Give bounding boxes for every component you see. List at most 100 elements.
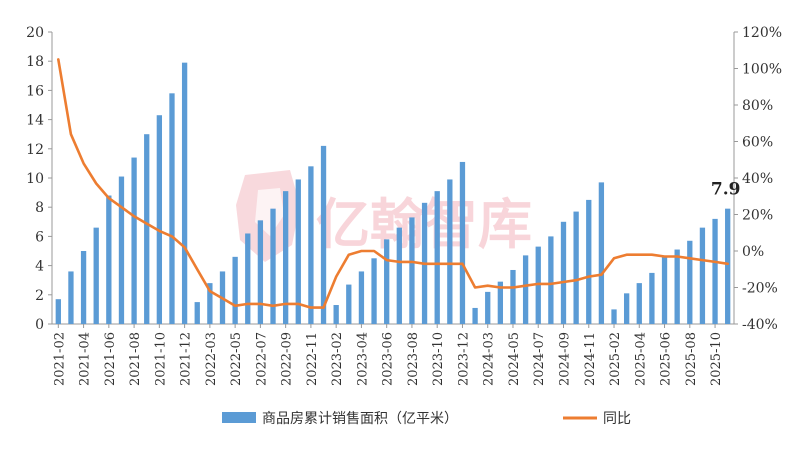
x-tick-label: 2024-03 — [482, 332, 497, 386]
x-tick-label: 2023-12 — [456, 332, 471, 386]
bar — [257, 220, 264, 324]
bar — [371, 258, 377, 324]
bar — [245, 233, 251, 324]
x-tick-label: 2023-06 — [381, 332, 396, 386]
bar — [497, 281, 504, 324]
x-tick-label: 2023-08 — [406, 332, 421, 386]
bar — [308, 166, 314, 324]
bar — [207, 283, 213, 324]
y-left-tick-label: 12 — [26, 142, 44, 158]
bar — [586, 199, 592, 324]
y-right-tick-label: 0% — [742, 244, 764, 260]
x-tick-label: 2021-04 — [78, 332, 93, 386]
bar — [611, 309, 617, 324]
bar — [510, 269, 516, 324]
x-tick-label: 2023-04 — [355, 332, 370, 386]
bar — [661, 256, 668, 324]
annotations: 7.9 — [711, 180, 741, 200]
x-tick-label: 2025-08 — [684, 332, 699, 386]
x-tick-label: 2022-07 — [254, 332, 269, 386]
bar — [295, 179, 301, 324]
x-tick-label: 2024-09 — [558, 332, 573, 386]
y-right-tick-label: 20% — [742, 208, 773, 224]
bar — [548, 236, 554, 324]
bar — [396, 227, 402, 324]
y-left-tick-label: 4 — [35, 259, 44, 275]
bar — [333, 305, 339, 324]
bar — [270, 208, 276, 324]
bar — [55, 299, 61, 324]
y-left-tick-label: 14 — [26, 113, 44, 129]
y-left-tick-label: 16 — [26, 83, 44, 99]
y-left-tick-label: 18 — [26, 54, 44, 70]
legend-bar-label: 商品房累计销售面积（亿平米） — [262, 411, 458, 427]
x-tick-label: 2023-02 — [330, 332, 345, 386]
bar — [282, 191, 289, 324]
bar — [472, 307, 478, 324]
y-left-tick-label: 20 — [26, 25, 44, 41]
x-tick-label: 2021-10 — [153, 332, 168, 386]
bar — [598, 182, 605, 324]
y-left-tick-label: 6 — [35, 229, 44, 245]
bar — [699, 227, 706, 324]
bar — [232, 256, 238, 324]
y-left-tick-label: 8 — [35, 200, 44, 216]
bar — [560, 221, 567, 324]
y-right-tick-label: -20% — [742, 281, 778, 297]
bar — [106, 195, 112, 324]
x-tick-label: 2024-11 — [583, 332, 598, 386]
bar — [687, 240, 693, 324]
x-tick-label: 2021-12 — [179, 332, 194, 386]
x-tick-label: 2025-06 — [659, 332, 674, 386]
bar — [131, 157, 137, 324]
bar — [118, 176, 125, 324]
bar — [169, 93, 175, 324]
y-right-tick-label: 60% — [742, 135, 773, 151]
bar — [434, 191, 440, 324]
legend-line-label: 同比 — [603, 411, 631, 427]
bar — [68, 271, 74, 324]
bar — [320, 145, 327, 324]
bar — [636, 283, 642, 324]
bar — [144, 134, 150, 324]
bar — [346, 284, 352, 324]
bar — [522, 255, 529, 324]
yoy-line — [56, 58, 730, 309]
x-tick-label: 2022-03 — [204, 332, 219, 386]
data-label: 7.9 — [711, 180, 741, 200]
x-tick-label: 2022-11 — [305, 332, 320, 386]
bar — [93, 227, 99, 324]
axes: 0 2 4 6 8 10 12 14 16 18 20 -40% -20% 0% 20% 40% 60% 80% 1… — [26, 25, 782, 386]
bar — [712, 218, 718, 324]
bar — [573, 211, 579, 324]
y-right-tick-label: 80% — [742, 98, 773, 114]
x-tick-label: 2025-02 — [608, 332, 623, 386]
x-tick-label: 2021-02 — [52, 332, 67, 386]
y-left-tick-label: 0 — [35, 317, 44, 333]
bar — [156, 115, 163, 324]
bar — [649, 272, 655, 324]
x-tick-label: 2021-08 — [128, 332, 143, 386]
x-tick-label: 2024-07 — [532, 332, 547, 386]
bar — [674, 249, 680, 324]
bar — [535, 246, 541, 324]
y-right-tick-label: -40% — [742, 317, 778, 333]
x-tick-label: 2024-05 — [507, 332, 522, 386]
watermark: 亿翰智库 — [236, 170, 532, 262]
legend-bar-swatch — [222, 412, 256, 423]
y-right-tick-label: 100% — [742, 62, 782, 78]
x-tick-label: 2022-09 — [280, 332, 295, 386]
bar — [623, 293, 630, 324]
bar — [447, 179, 453, 324]
bar — [384, 239, 390, 324]
bar — [194, 302, 200, 324]
bar — [459, 161, 466, 324]
x-tick-label: 2023-10 — [431, 332, 446, 386]
x-tick-label: 2025-10 — [709, 332, 724, 386]
bar — [725, 208, 731, 324]
y-left-tick-label: 2 — [35, 288, 44, 304]
y-left-tick-label: 10 — [26, 171, 44, 187]
x-tick-label: 2025-04 — [633, 332, 648, 386]
legend: 商品房累计销售面积（亿平米） 同比 — [222, 411, 631, 427]
x-tick-label: 2021-06 — [103, 332, 118, 386]
